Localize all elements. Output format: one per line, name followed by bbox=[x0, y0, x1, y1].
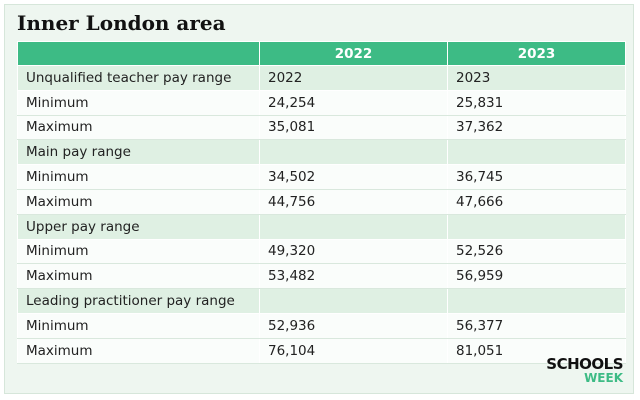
table-cell: 35,081 bbox=[259, 114, 448, 141]
table-cell bbox=[447, 139, 626, 166]
table-cell: 2023 bbox=[447, 65, 626, 91]
table-cell: Upper pay range bbox=[17, 213, 260, 240]
logo: SCHOOLS WEEK bbox=[546, 355, 623, 386]
table-row: Leading practitioner pay range bbox=[17, 288, 626, 314]
title: Inner London area bbox=[17, 11, 226, 35]
table-cell: 52,936 bbox=[259, 312, 448, 339]
table-cell: 53,482 bbox=[259, 263, 448, 290]
table-row: Minimum 34,502 36,745 bbox=[17, 164, 626, 190]
table-cell: 56,959 bbox=[447, 263, 626, 290]
table-row: Maximum 76,104 81,051 bbox=[17, 337, 626, 364]
table-cell: 44,756 bbox=[259, 188, 448, 215]
pay-table: 2022 2023 Unqualified teacher pay range 2… bbox=[17, 41, 626, 364]
table-row: Minimum 24,254 25,831 bbox=[17, 89, 626, 116]
table-row: Maximum 53,482 56,959 bbox=[17, 263, 626, 290]
table-cell: Maximum bbox=[17, 337, 260, 364]
table-row: Minimum 52,936 56,377 bbox=[17, 312, 626, 339]
table-cell bbox=[259, 288, 448, 314]
table-cell: 49,320 bbox=[259, 238, 448, 265]
table-cell: 25,831 bbox=[447, 89, 626, 116]
table-cell bbox=[447, 213, 626, 240]
header-cell bbox=[17, 41, 260, 66]
table-cell: Maximum bbox=[17, 263, 260, 290]
graphic: Inner London area 2022 2023 Unqualified … bbox=[4, 4, 634, 394]
header-cell: 2023 bbox=[447, 41, 626, 66]
table-cell: 24,254 bbox=[259, 89, 448, 116]
table-row: Upper pay range bbox=[17, 213, 626, 240]
table-cell: Minimum bbox=[17, 312, 260, 339]
table-cell: Leading practitioner pay range bbox=[17, 288, 260, 314]
table-cell: 47,666 bbox=[447, 188, 626, 215]
table-cell bbox=[259, 213, 448, 240]
table-cell: Maximum bbox=[17, 114, 260, 141]
logo-text: SCHOOLS bbox=[546, 355, 623, 373]
table-cell: Unqualified teacher pay range bbox=[17, 65, 260, 91]
table-cell: 52,526 bbox=[447, 238, 626, 265]
table-cell: 2022 bbox=[259, 65, 448, 91]
table-cell: Main pay range bbox=[17, 139, 260, 166]
table-cell: 76,104 bbox=[259, 337, 448, 364]
table-row: Maximum 35,081 37,362 bbox=[17, 114, 626, 141]
table-row: Main pay range bbox=[17, 139, 626, 166]
table-cell: Maximum bbox=[17, 188, 260, 215]
header-cell: 2022 bbox=[259, 41, 448, 66]
table-cell bbox=[447, 288, 626, 314]
table-row: Minimum 49,320 52,526 bbox=[17, 238, 626, 265]
table-cell: Minimum bbox=[17, 238, 260, 265]
table-cell: Minimum bbox=[17, 164, 260, 190]
table-row: Maximum 44,756 47,666 bbox=[17, 188, 626, 215]
table-cell: 37,362 bbox=[447, 114, 626, 141]
table-cell: 56,377 bbox=[447, 312, 626, 339]
table-cell: 34,502 bbox=[259, 164, 448, 190]
logo-text: WEEK bbox=[584, 371, 623, 385]
header-row: 2022 2023 bbox=[17, 41, 626, 66]
table-cell: 81,051 bbox=[447, 337, 626, 364]
table-cell: Minimum bbox=[17, 89, 260, 116]
table-cell bbox=[259, 139, 448, 166]
table-cell: 36,745 bbox=[447, 164, 626, 190]
table-row: Unqualified teacher pay range 2022 2023 bbox=[17, 65, 626, 91]
